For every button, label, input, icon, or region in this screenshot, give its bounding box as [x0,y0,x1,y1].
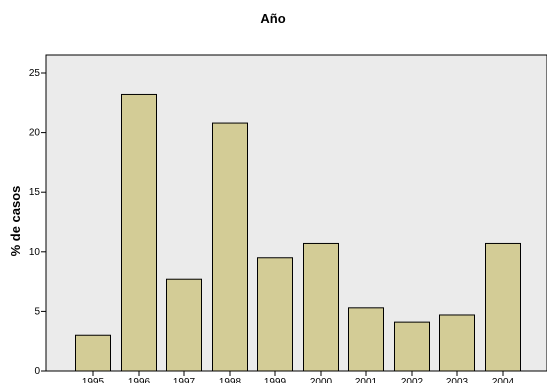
bar-2003 [439,314,475,372]
bar-2004 [485,242,521,372]
x-tick-label: 2002 [401,377,424,383]
x-tick-label: 2000 [310,377,333,383]
x-tick-label: 1999 [264,377,287,383]
bar-2000 [303,242,339,372]
bar-1998 [212,122,248,372]
bar-2002 [394,321,430,372]
y-tick-label: 25 [29,68,41,79]
bar-1995 [75,334,111,372]
x-tick-label: 1996 [128,377,151,383]
bar-1997 [166,278,202,372]
x-axis-ticks: 1995 1996 1997 1998 1999 2000 2001 2002 2003 2004 [82,371,515,383]
x-tick-label: 2001 [355,377,378,383]
x-tick-label: 2004 [492,377,515,383]
y-axis-label: % de casos [8,186,23,257]
y-tick-label: 10 [29,247,41,258]
chart-title: Año [260,11,285,26]
y-tick-label: 0 [34,366,40,377]
bar-1999 [257,257,293,372]
y-axis-ticks: 0 5 10 15 20 25 [29,68,46,377]
bar-1996 [121,93,157,372]
x-tick-label: 1997 [173,377,196,383]
y-tick-label: 15 [29,187,41,198]
x-tick-label: 1998 [219,377,242,383]
bar-2001 [348,307,384,372]
y-tick-label: 20 [29,128,41,139]
x-tick-label: 2003 [446,377,469,383]
x-tick-label: 1995 [82,377,105,383]
y-tick-label: 5 [34,306,40,317]
